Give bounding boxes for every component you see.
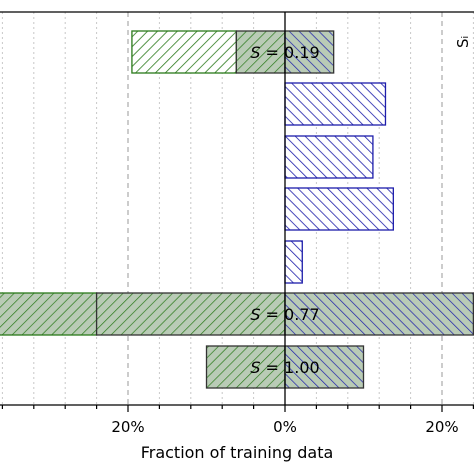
legend-fragment-text: Sᵢ bbox=[454, 36, 472, 48]
left-overlap-bar-row-6 bbox=[205, 345, 286, 389]
right-bar-row-4 bbox=[284, 240, 303, 284]
x-axis-ticks: 20% 0% 20% bbox=[1, 405, 474, 436]
right-bar-row-3 bbox=[284, 187, 394, 231]
right-bar-row-2 bbox=[284, 135, 374, 179]
x-axis-title: Fraction of training data bbox=[141, 443, 334, 462]
bars bbox=[0, 30, 474, 389]
s-labels: S = 0.19 S = 0.77 S = 1.00 bbox=[250, 43, 319, 377]
left-bar-row-0 bbox=[131, 30, 237, 74]
s-label-row-6: S = 1.00 bbox=[250, 358, 319, 377]
grid-lines bbox=[1, 12, 474, 405]
x-tick-label: 20% bbox=[425, 418, 458, 436]
legend-fragment: Sᵢ bbox=[454, 36, 472, 48]
s-label-row-0: S = 0.19 bbox=[250, 43, 319, 62]
x-tick-label: 0% bbox=[273, 418, 297, 436]
right-bar-row-1 bbox=[284, 82, 387, 126]
x-tick-label: 20% bbox=[111, 418, 144, 436]
left-overlap-bar-row-5 bbox=[95, 292, 286, 336]
s-label-row-5: S = 0.77 bbox=[250, 305, 319, 324]
left-bar-row-5 bbox=[0, 292, 98, 336]
